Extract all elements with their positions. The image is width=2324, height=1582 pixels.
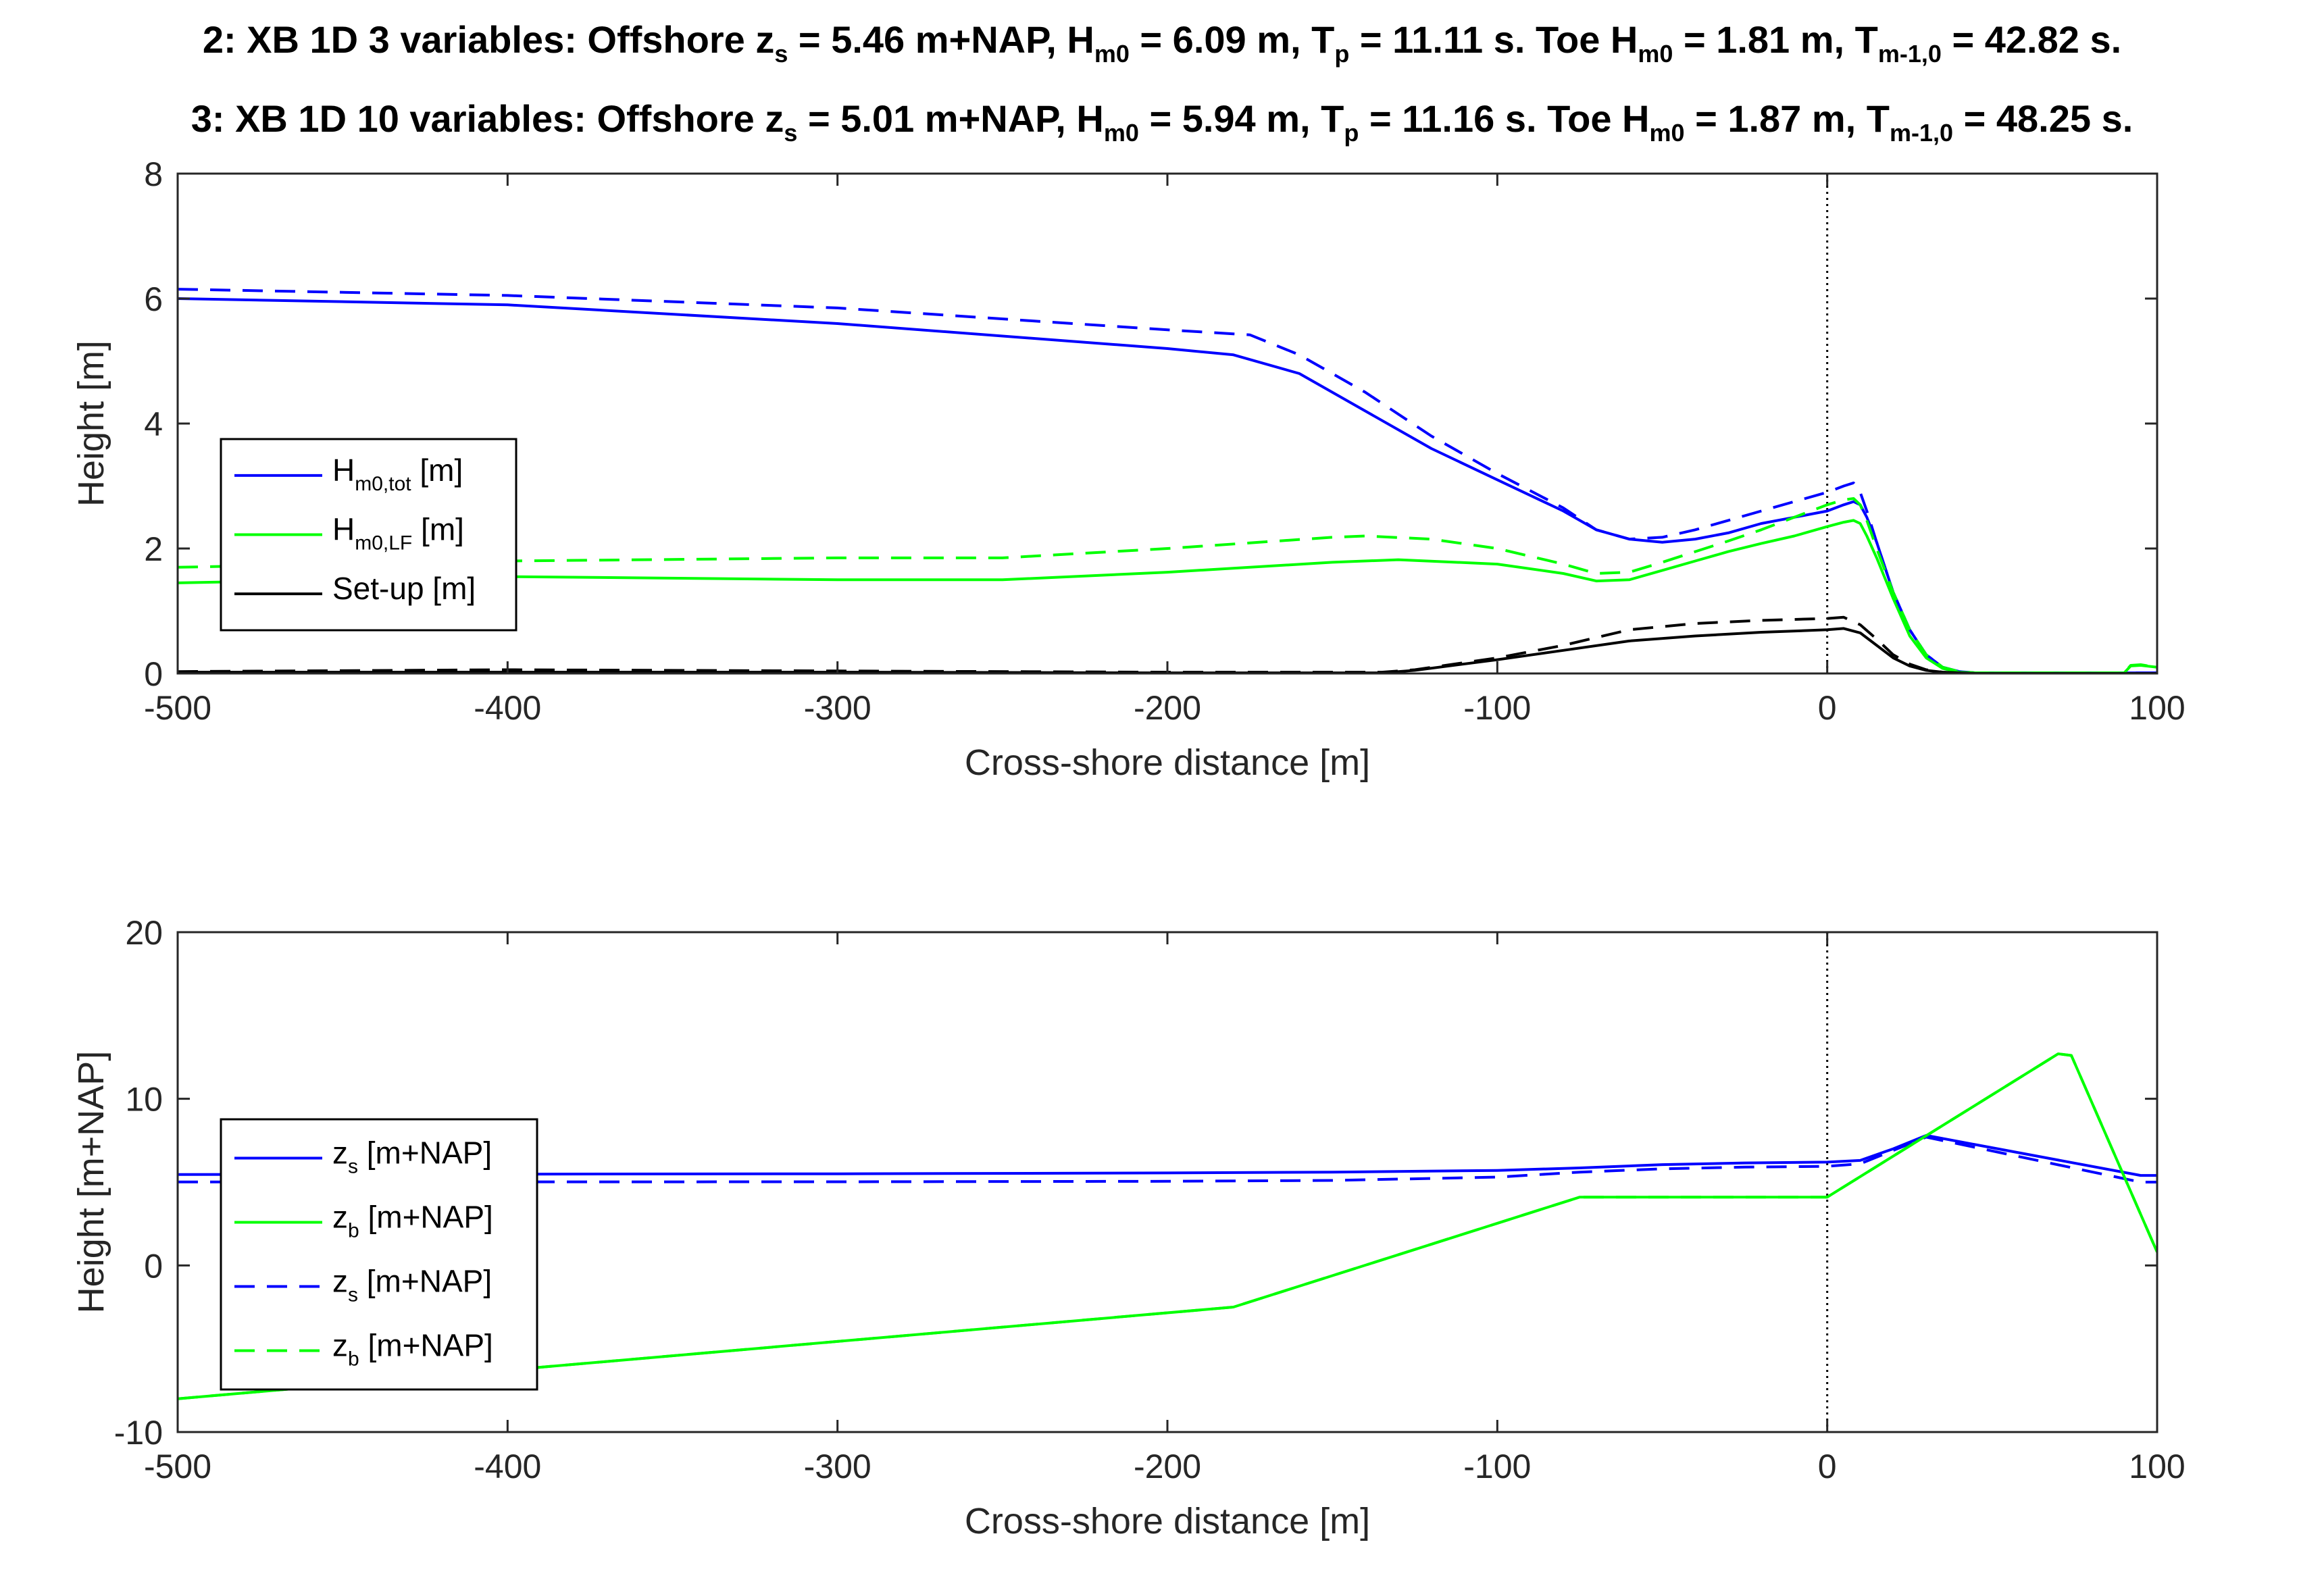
text-segment: = 11.16 s. Toe H <box>1359 97 1649 140</box>
legend-box <box>220 1118 538 1391</box>
x-tick-label: -100 <box>1463 1448 1531 1485</box>
x-tick-label: -400 <box>474 1448 541 1485</box>
legend: zs [m+NAP]zb [m+NAP]zs [m+NAP]zb [m+NAP] <box>220 1118 538 1391</box>
text-segment: = 5.01 m+NAP, H <box>797 97 1103 140</box>
subscript: s <box>784 119 797 147</box>
x-tick-label: 0 <box>1818 1448 1837 1485</box>
x-axis-label: Cross-shore distance [m] <box>965 742 1370 783</box>
series-line-hm0lf_10 <box>178 497 2157 673</box>
y-tick-label: -10 <box>114 1414 163 1452</box>
y-axis-label: Height [m] <box>71 340 111 507</box>
subscript: m0 <box>1638 40 1673 68</box>
y-tick-label: 0 <box>144 655 163 693</box>
legend-label: Hm0,LF [m] <box>332 512 464 555</box>
x-tick-label: -300 <box>804 689 872 727</box>
legend: Hm0,tot [m]Hm0,LF [m]Set-up [m] <box>220 438 517 632</box>
text-segment: = 1.87 m, T <box>1685 97 1890 140</box>
y-tick-label: 4 <box>144 405 163 443</box>
text-segment: [m] <box>412 512 464 547</box>
text-segment: [m+NAP] <box>358 1264 492 1299</box>
legend-label: zs [m+NAP] <box>332 1264 492 1306</box>
y-tick-label: 20 <box>125 914 163 952</box>
text-segment: [m+NAP] <box>359 1328 493 1363</box>
wave-height-panel: -500 -400 -300 -200 -100 0 100 0 2 4 6 8 Cross-shore… <box>71 155 2186 783</box>
y-tick-label: 8 <box>144 155 163 193</box>
text-segment: [m+NAP] <box>359 1200 493 1235</box>
y-tick-label: 0 <box>144 1247 163 1285</box>
legend-label: zb [m+NAP] <box>332 1328 493 1371</box>
text-segment: H <box>332 453 355 488</box>
series-line-hm0tot_10 <box>178 288 2157 673</box>
text-segment: = 5.46 m+NAP, H <box>788 18 1094 61</box>
x-tick-label: -200 <box>1134 1448 1201 1485</box>
subscript: m0,tot <box>355 473 411 495</box>
text-segment: = 48.25 s. <box>1953 97 2133 140</box>
text-segment: z <box>332 1264 348 1299</box>
y-axis-label: Height [m+NAP] <box>71 1051 111 1314</box>
x-tick-label: -500 <box>144 689 211 727</box>
text-segment: z <box>332 1200 348 1235</box>
text-segment: Set-up [m] <box>332 571 476 606</box>
text-segment: 2: XB 1D 3 variables: Offshore z <box>203 18 775 61</box>
subscript: b <box>348 1348 359 1371</box>
text-segment: = 11.11 s. Toe H <box>1349 18 1638 61</box>
subscript: m0 <box>1649 119 1684 147</box>
subscript: m0,LF <box>355 532 412 555</box>
x-tick-label: 100 <box>2129 689 2185 727</box>
text-segment: 3: XB 1D 10 variables: Offshore z <box>191 97 784 140</box>
x-tick-label: -500 <box>144 1448 211 1485</box>
text-segment: [m] <box>411 453 463 488</box>
series-line-zs_10 <box>178 1136 2157 1183</box>
water-bed-level-panel: -500 -400 -300 -200 -100 0 100-1001020Cross-sh… <box>71 914 2186 1541</box>
subscript: m-1,0 <box>1890 119 1953 147</box>
subscript: p <box>1344 119 1359 147</box>
text-segment: z <box>332 1328 348 1363</box>
y-tick-label: 2 <box>144 530 163 568</box>
x-axis-label: Cross-shore distance [m] <box>965 1501 1370 1541</box>
series-line-zb_10 <box>178 1052 2157 1400</box>
legend-label: zb [m+NAP] <box>332 1200 493 1242</box>
text-segment: = 6.09 m, T <box>1130 18 1335 61</box>
subscript: m0 <box>1104 119 1139 147</box>
figure-title-line-1: 2: XB 1D 3 variables: Offshore zs = 5.46… <box>203 18 2121 68</box>
y-tick-label: 6 <box>144 280 163 318</box>
subscript: m0 <box>1094 40 1130 68</box>
series-group <box>178 288 2157 673</box>
legend-label: Set-up [m] <box>332 571 476 606</box>
x-tick-label: 0 <box>1818 689 1837 727</box>
x-tick-label: 100 <box>2129 1448 2185 1485</box>
text-segment: = 5.94 m, T <box>1139 97 1344 140</box>
text-segment: [m+NAP] <box>358 1136 492 1171</box>
x-tick-label: -200 <box>1134 689 1201 727</box>
text-segment: H <box>332 512 355 547</box>
subscript: b <box>348 1220 359 1242</box>
x-tick-label: -400 <box>474 689 541 727</box>
subscript: p <box>1334 40 1349 68</box>
subscript: s <box>348 1156 358 1178</box>
series-group <box>178 1052 2157 1400</box>
x-tick-label: -100 <box>1463 689 1531 727</box>
y-tick-label: 10 <box>125 1081 163 1119</box>
figure-title-line-2: 3: XB 1D 10 variables: Offshore zs = 5.0… <box>191 97 2133 147</box>
subscript: s <box>348 1284 358 1306</box>
text-segment: = 1.81 m, T <box>1673 18 1878 61</box>
text-segment: = 42.82 s. <box>1942 18 2121 61</box>
subscript: s <box>774 40 788 68</box>
x-tick-label: -300 <box>804 1448 872 1485</box>
legend-label: zs [m+NAP] <box>332 1136 492 1178</box>
subscript: m-1,0 <box>1878 40 1942 68</box>
legend-label: Hm0,tot [m] <box>332 453 463 495</box>
text-segment: z <box>332 1136 348 1171</box>
